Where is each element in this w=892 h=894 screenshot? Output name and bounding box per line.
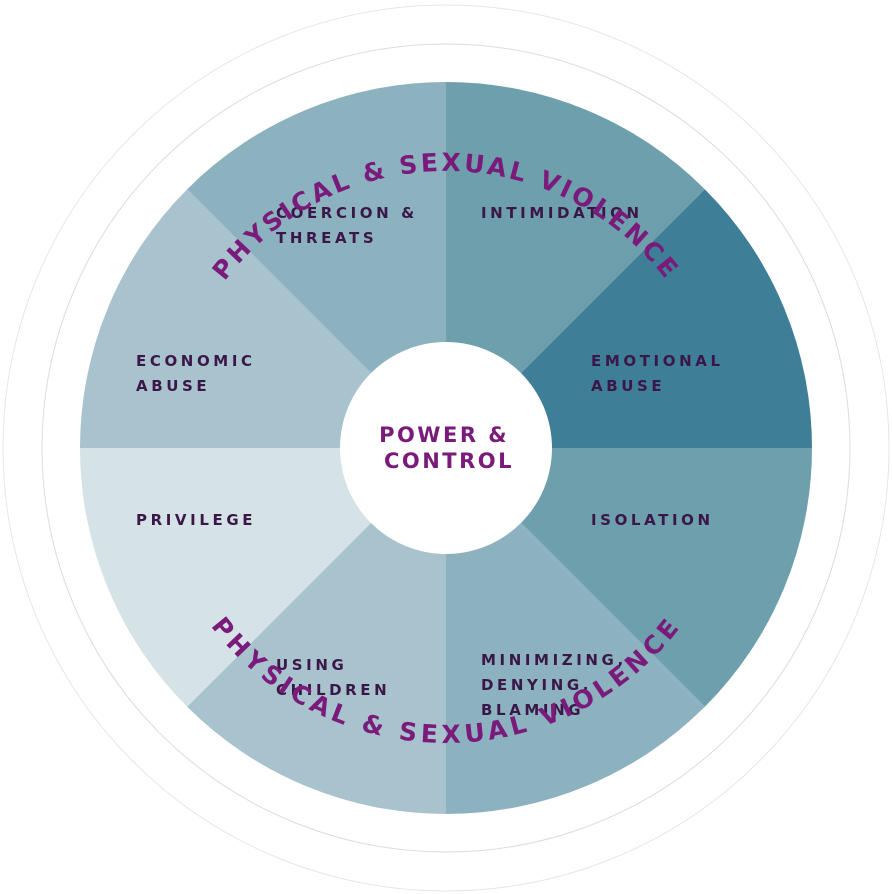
segment-label-minimizing: MINIMIZING, DENYING, BLAMING <box>481 651 627 719</box>
segment-coercion-threats <box>187 82 446 375</box>
segment-label-line: EMOTIONAL <box>591 352 724 370</box>
segment-label-line: PRIVILEGE <box>136 511 256 529</box>
segment-label-line: BLAMING <box>481 701 584 719</box>
segment-label-using-children: USING CHILDREN <box>276 656 390 699</box>
segment-label-line: MINIMIZING, <box>481 651 627 669</box>
segment-intimidation <box>446 82 705 375</box>
segment-label-economic-abuse: ECONOMIC ABUSE <box>136 352 256 395</box>
segment-label-line: CHILDREN <box>276 681 390 699</box>
segment-label-line: COERCION & <box>276 204 418 222</box>
segment-economic-abuse <box>80 189 373 448</box>
segment-label-isolation: ISOLATION <box>591 511 714 529</box>
outer-ring-outer <box>2 4 890 892</box>
center-label-line-1: POWER & <box>379 423 509 447</box>
outer-ring-inner <box>41 43 851 853</box>
segment-label-line: ABUSE <box>591 377 665 395</box>
segment-using-children <box>187 521 446 814</box>
segment-label-line: ABUSE <box>136 377 210 395</box>
segment-minimizing <box>446 521 705 814</box>
segment-label-intimidation: INTIMIDATION <box>481 204 643 222</box>
segment-label-privilege: PRIVILEGE <box>136 511 256 529</box>
segment-emotional-abuse <box>519 189 812 448</box>
segment-isolation <box>519 448 812 707</box>
segment-label-line: USING <box>276 656 347 674</box>
segment-label-line: DENYING, <box>481 676 592 694</box>
segment-labels: INTIMIDATION EMOTIONAL ABUSE ISOLATION MINIM… <box>136 204 724 719</box>
segment-label-emotional-abuse: EMOTIONAL ABUSE <box>591 352 724 395</box>
segments-group <box>80 82 812 814</box>
segment-privilege <box>80 448 373 707</box>
segment-label-line: THREATS <box>276 229 377 247</box>
segment-label-line: ISOLATION <box>591 511 714 529</box>
segment-label-coercion-threats: COERCION & THREATS <box>276 204 418 247</box>
center-label-line-2: CONTROL <box>384 449 514 473</box>
segment-label-line: ECONOMIC <box>136 352 256 370</box>
center-label: POWER & CONTROL <box>379 423 519 473</box>
center-hub <box>340 342 552 554</box>
segment-label-line: INTIMIDATION <box>481 204 643 222</box>
